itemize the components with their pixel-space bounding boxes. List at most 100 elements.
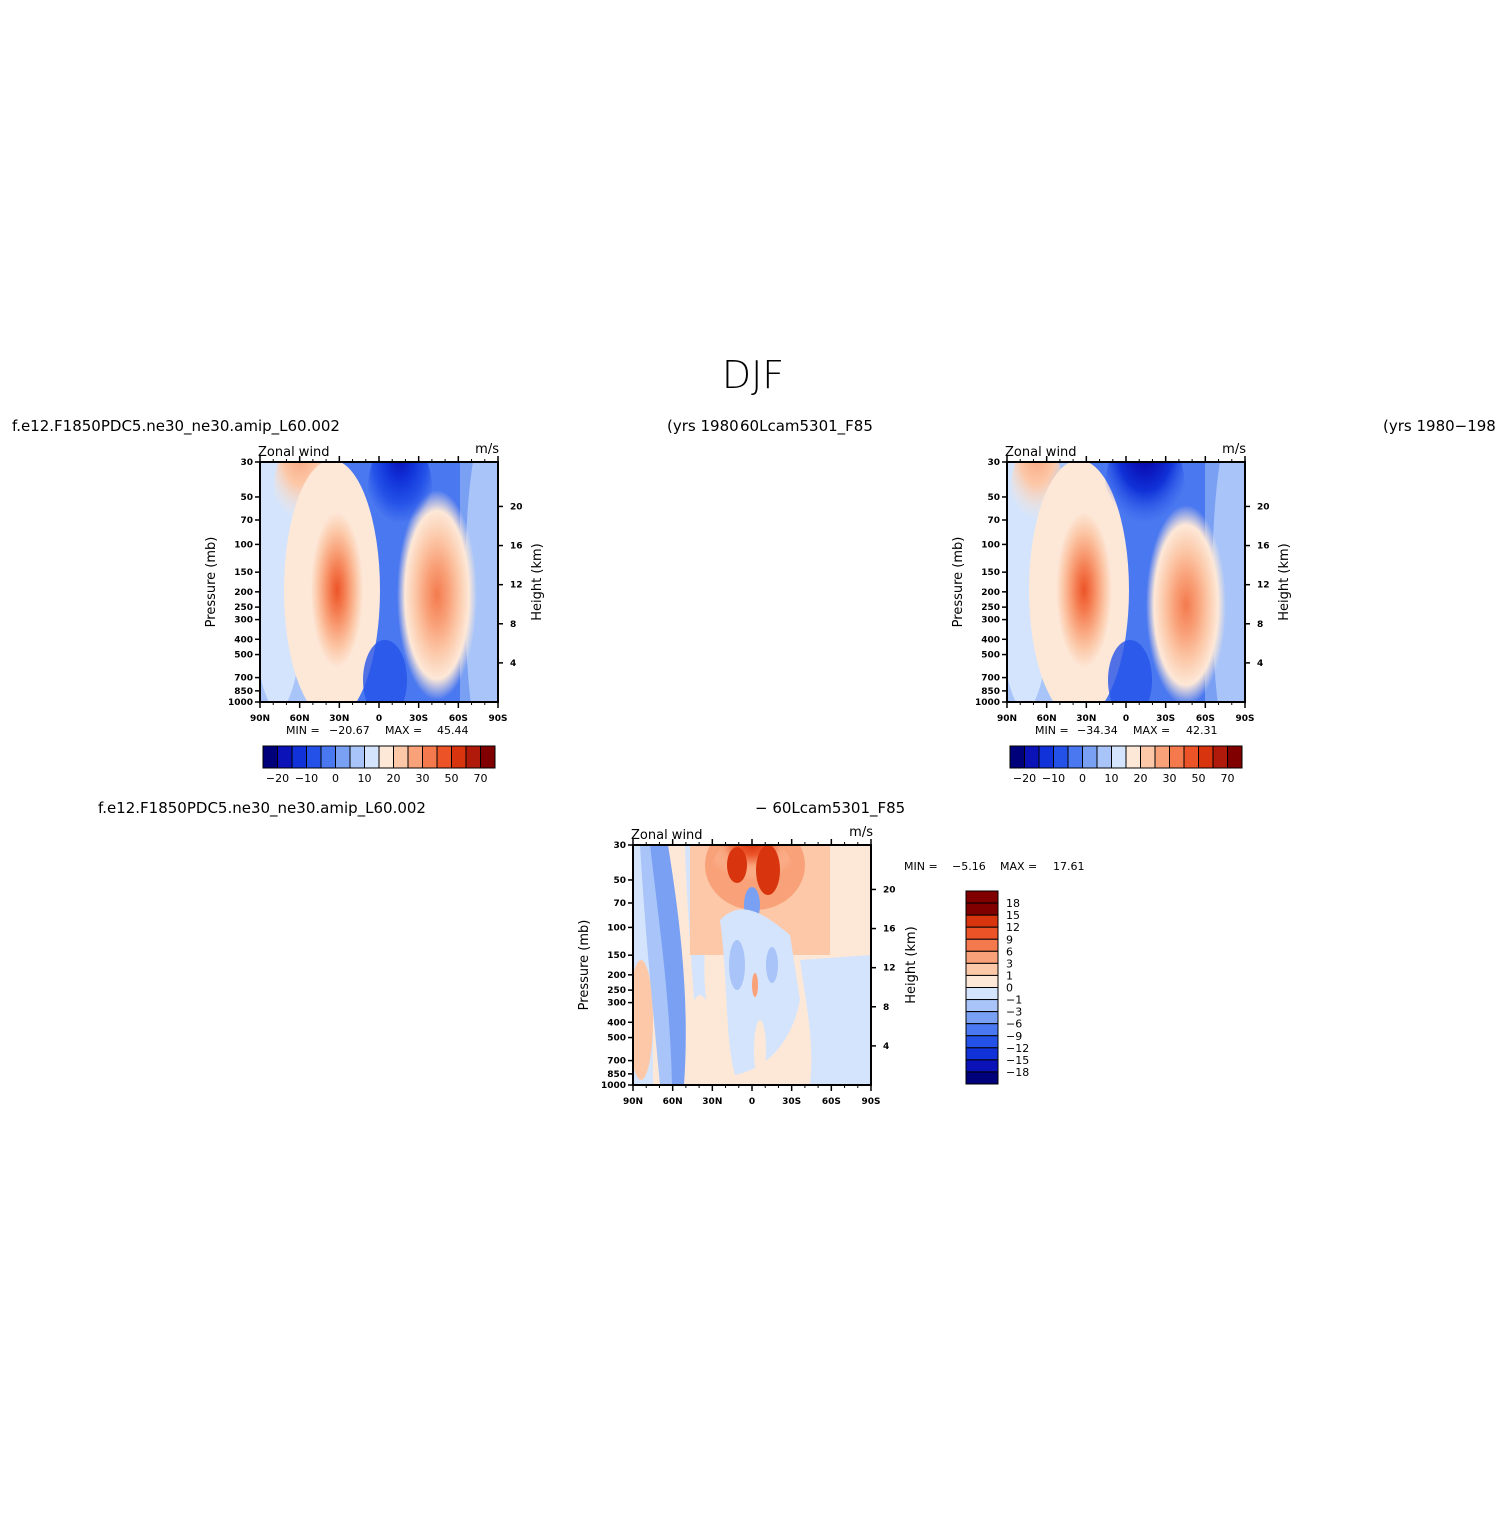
colorbar-swatch — [1082, 745, 1098, 769]
y-tick-label: 30 — [613, 841, 626, 851]
colorbar-label: −15 — [1006, 1054, 1029, 1067]
colorbar-swatch — [349, 745, 365, 769]
y-tick-label-right: 12 — [1257, 581, 1270, 591]
y-tick-label: 250 — [607, 986, 626, 996]
y-tick-label: 50 — [240, 493, 253, 503]
colorbar-swatch — [436, 745, 452, 769]
y-tick-label: 200 — [607, 971, 626, 981]
x-tick-label: 60N — [290, 714, 310, 724]
y-tick-label-right: 16 — [510, 542, 523, 552]
colorbar-swatch — [1067, 745, 1083, 769]
colorbar-label: 50 — [445, 772, 459, 785]
colorbar-swatch — [1212, 745, 1228, 769]
x-tick-label: 60S — [1196, 714, 1215, 724]
colorbar-label: 15 — [1006, 909, 1020, 922]
stats-difference: MIN = −5.16 MAX = 17.61 — [904, 860, 1085, 873]
panel-title-right: m/s — [475, 442, 499, 457]
x-tick-label: 30S — [1156, 714, 1175, 724]
panel-top-right: Zonal wind m/s Pressure (mb) Height (km)… — [951, 442, 1292, 785]
y-tick-label-right: 4 — [1257, 659, 1263, 669]
colorbar-label: −12 — [1006, 1042, 1029, 1055]
colorbar-label: 70 — [474, 772, 488, 785]
y-tick-label: 300 — [234, 616, 253, 626]
y-tick-label-right: 4 — [883, 1042, 889, 1052]
x-tick-label: 30N — [329, 714, 349, 724]
colorbar-swatch — [480, 745, 496, 769]
y-tick-label-right: 8 — [510, 620, 516, 630]
colorbar-top-left: −20 −10 0 10 20 30 50 70 — [262, 745, 496, 785]
colorbar-swatch — [277, 745, 293, 769]
colorbar-label: 1 — [1006, 969, 1013, 982]
colorbar-swatch — [1140, 745, 1156, 769]
colorbar-swatch — [378, 745, 394, 769]
colorbar-swatch — [407, 745, 423, 769]
colorbar-swatch — [1154, 745, 1170, 769]
colorbar-swatch — [965, 999, 999, 1013]
colorbar-swatch — [306, 745, 322, 769]
y-axis-label-right: Height (km) — [904, 926, 919, 1003]
panel-title-left: Zonal wind — [631, 828, 703, 843]
years-label-right: (yrs 1980−198 — [1383, 417, 1496, 435]
y-tick-label-right: 16 — [883, 925, 896, 935]
case-label-bottom: f.e12.F1850PDC5.ne30_ne30.amip_L60.002 — [98, 799, 426, 818]
years-label-left: (yrs 1980 — [667, 417, 739, 435]
y-tick-label-right: 16 — [1257, 542, 1270, 552]
colorbar-swatch — [1038, 745, 1054, 769]
colorbar-label: 70 — [1221, 772, 1235, 785]
y-tick-label: 700 — [607, 1057, 626, 1067]
min-value: −5.16 — [952, 860, 986, 873]
y-tick-label-right: 4 — [510, 659, 516, 669]
colorbar-swatch — [1198, 745, 1214, 769]
panel-difference: Zonal wind m/s Pressure (mb) Height (km)… — [577, 825, 1085, 1107]
colorbar-label: 20 — [1134, 772, 1148, 785]
colorbar-swatch — [965, 987, 999, 1001]
colorbar-label: 30 — [1163, 772, 1177, 785]
y-tick-label: 1000 — [601, 1081, 626, 1091]
x-tick-label: 90S — [1235, 714, 1254, 724]
y-axis-label: Pressure (mb) — [951, 537, 966, 628]
y-tick-label: 150 — [607, 951, 626, 961]
x-tick-label: 90N — [623, 1097, 643, 1107]
y-axis-label: Pressure (mb) — [577, 920, 592, 1011]
colorbar-label: 0 — [1079, 772, 1086, 785]
y-tick-label: 700 — [981, 674, 1000, 684]
y-axis-label: Pressure (mb) — [204, 537, 219, 628]
y-tick-label-right: 12 — [510, 581, 523, 591]
min-value: −34.34 — [1077, 724, 1118, 737]
y-tick-label: 70 — [987, 516, 1000, 526]
colorbar-swatch — [965, 1035, 999, 1049]
colorbar-label: 30 — [416, 772, 430, 785]
colorbar-swatch — [965, 1071, 999, 1085]
colorbar-label: −6 — [1006, 1018, 1022, 1031]
colorbar-label: −10 — [1042, 772, 1065, 785]
y-tick-label: 250 — [234, 603, 253, 613]
contour-field-top-right — [1007, 462, 1245, 702]
x-tick-label: 60N — [1037, 714, 1057, 724]
y-axis-label-right: Height (km) — [1277, 543, 1292, 620]
panel-title-left: Zonal wind — [1005, 445, 1077, 460]
x-tick-label: 60N — [663, 1097, 683, 1107]
x-tick-label: 60S — [822, 1097, 841, 1107]
main-title: DJF — [722, 353, 784, 397]
colorbar-label: 0 — [332, 772, 339, 785]
x-tick-label: 0 — [376, 714, 382, 724]
y-tick-label: 850 — [607, 1070, 626, 1080]
panel-title-right: m/s — [849, 825, 873, 840]
y-tick-label: 100 — [981, 540, 1000, 550]
axis-ticks-top-right: 90N 60N 30N 0 30S 60S 90S 30 50 70 100 150 200 250 300… — [975, 456, 1270, 724]
colorbar-swatch — [1024, 745, 1040, 769]
axis-ticks-top-left: 90N 60N 30N 0 30S 60S 90S 30 50 70 100 150 200 250 300… — [228, 456, 523, 724]
x-tick-label: 30N — [1076, 714, 1096, 724]
colorbar-swatch — [965, 1011, 999, 1025]
colorbar-swatch — [393, 745, 409, 769]
y-tick-label: 250 — [981, 603, 1000, 613]
colorbar-label: 6 — [1006, 945, 1013, 958]
colorbar-swatch — [1009, 745, 1025, 769]
case-label-top: f.e12.F1850PDC5.ne30_ne30.amip_L60.002 — [12, 417, 340, 436]
x-tick-label: 0 — [749, 1097, 755, 1107]
y-tick-label: 1000 — [975, 698, 1000, 708]
x-tick-label: 30S — [782, 1097, 801, 1107]
colorbar-label: −10 — [295, 772, 318, 785]
colorbar-label: 12 — [1006, 921, 1020, 934]
